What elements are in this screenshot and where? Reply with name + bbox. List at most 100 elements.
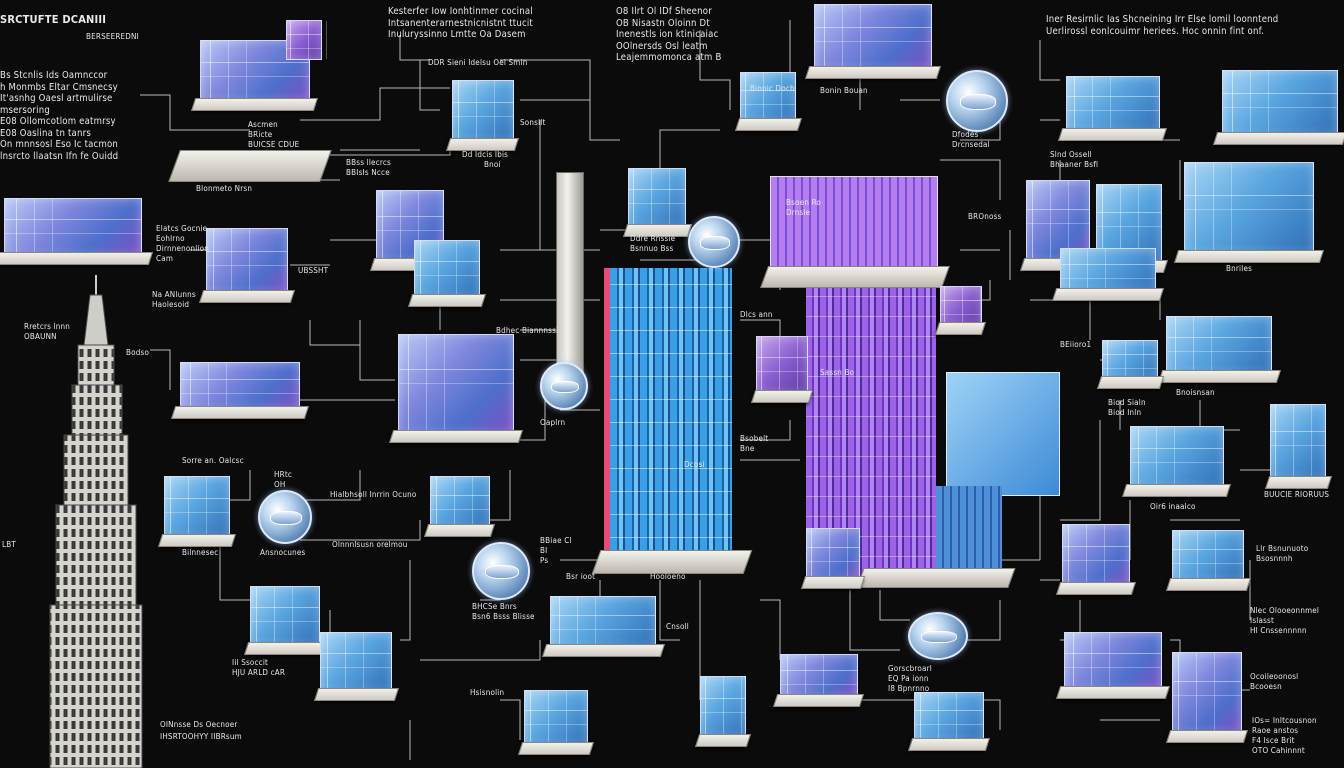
building-module — [1174, 162, 1324, 263]
label: Dfodes Drcnsedal — [952, 130, 990, 149]
label: Sorre an. Oalcsc — [182, 456, 244, 465]
label: Ascmen BRicte BUICSE CDUE — [248, 120, 300, 149]
building-module — [773, 654, 865, 707]
building-module — [935, 286, 987, 335]
label: Slnd Ossell Bhaaner Bsfl — [1050, 150, 1099, 169]
base-plate — [759, 266, 951, 288]
label: BHCSe Bnrs Bsn6 Bsss Blisse — [472, 602, 535, 621]
label: Dd Idcis Ibis — [462, 150, 509, 159]
label: Bodso — [126, 348, 150, 357]
label-top-head-2: O8 Ilrt Ol IDf Sheenor OB Nisastn Oloinn… — [616, 6, 722, 63]
skyscraper-tower — [49, 275, 143, 768]
building-module — [1264, 404, 1332, 489]
building-module — [286, 20, 322, 60]
label: Bsobelt Bne — [740, 434, 769, 453]
building-module — [446, 80, 520, 151]
label: Sonsllt — [520, 118, 546, 127]
glass-block-blue-large — [946, 372, 1060, 496]
label: Elatcs Gocnie Eohlrno Dirnnenonlion Cam — [156, 224, 210, 263]
label: IHSRTOOHYY IIBRsum — [160, 732, 242, 741]
label: Cnsoll — [666, 622, 689, 631]
label: Bnoisnsan — [1176, 388, 1215, 397]
building-module — [407, 240, 487, 307]
glass-tower-violet-top — [770, 176, 938, 278]
glass-block-blue-slim — [936, 486, 1002, 576]
label: BBss llecrcs BBIsIs Ncce — [346, 158, 391, 177]
building-module — [750, 336, 814, 403]
label: Bionic Docb — [750, 84, 795, 93]
building-module — [800, 528, 866, 589]
building-module — [388, 334, 524, 443]
building-module — [1052, 248, 1164, 301]
label: HRtc OH — [274, 470, 292, 489]
building-module — [157, 476, 237, 547]
label: Bnoi — [484, 160, 501, 169]
building-module — [1058, 76, 1168, 141]
label: Hsisnolin — [470, 688, 505, 697]
label: BUUCIE RIORUUS — [1264, 490, 1330, 499]
label: UBSSHT — [298, 266, 329, 275]
building-module — [622, 168, 692, 237]
label: OINnsse Ds Oecnoer — [160, 720, 238, 729]
building-module — [243, 586, 327, 655]
label: Bdhec Biannnssi — [496, 326, 559, 335]
label: Rretcrs lnnn OBAUNN — [24, 322, 71, 341]
label: Dcosi — [684, 460, 705, 469]
label: Hooloeno — [650, 572, 686, 581]
label: BEiioro1 — [1060, 340, 1092, 349]
building-module — [1055, 524, 1137, 595]
label: Gorscbroarl EQ Pa ionn I8 Bpnrnno — [888, 664, 932, 693]
label: Hialbhsoll Inrrin Ocuno — [330, 490, 417, 499]
label: Olnnnlsusn orelmou — [332, 540, 408, 549]
building-module — [1157, 316, 1281, 383]
label: DDR Sieni Idelsu Oel Smin — [428, 58, 528, 67]
building-module — [424, 476, 496, 537]
building-module — [1165, 652, 1249, 743]
label: Biod Sialn Biod Inln — [1108, 398, 1146, 417]
base-plate — [856, 568, 1016, 588]
detail-lens — [946, 70, 1008, 132]
detail-lens — [540, 362, 588, 410]
glass-tower-blue — [604, 268, 732, 560]
building-module — [1122, 426, 1232, 497]
label-left-block: Bs Stcnlis Ids Oamnccor h Monmbs Eltar C… — [0, 70, 119, 162]
label: Ocoileoonosl Bcooesn — [1250, 672, 1299, 691]
label: Ansnocunes — [260, 548, 306, 557]
base-plate — [168, 150, 332, 182]
label: Dlcs ann — [740, 310, 773, 319]
building-module — [1212, 70, 1344, 145]
label: Sassn Bo — [820, 368, 855, 377]
building-module — [170, 362, 310, 419]
spire-column — [556, 172, 584, 396]
label: IOs= Inltcousnon Raoe anstos F4 Isce Bri… — [1252, 716, 1317, 755]
building-module — [1096, 340, 1164, 389]
diagram-title: SRCTUFTE DCANIII — [0, 13, 107, 26]
label: Nlec Olooeonnmel Islasst HI Cnssennnnn — [1250, 606, 1320, 635]
label: Bonin Bouan — [820, 86, 868, 95]
building-module — [1056, 632, 1170, 699]
building-module — [198, 228, 296, 303]
label: BBiae Cl BI Ps — [540, 536, 572, 565]
building-module — [804, 4, 942, 79]
building-module — [191, 40, 319, 111]
label: Bilnnesec — [182, 548, 219, 557]
label: Oaplrn — [540, 418, 566, 427]
building-module — [907, 692, 991, 751]
diagram-subtitle: BERSEEREDNI — [86, 32, 139, 41]
label: Oir6 inaalco — [1150, 502, 1196, 511]
label: Na ANlunns Haolesoid — [152, 290, 196, 309]
building-module — [0, 198, 153, 265]
building-module — [313, 632, 399, 701]
label: Iil Ssoccit HJU ARLD cAR — [232, 658, 286, 677]
label-top-right-head: Iner Resirnlic Ias Shcneining Irr Else l… — [1046, 14, 1279, 37]
detail-lens — [472, 542, 530, 600]
building-module — [695, 676, 751, 747]
label: Blonmeto Nrsn — [196, 184, 253, 193]
label: Llr Bsnunuoto Bsosnnnh — [1256, 544, 1309, 563]
detail-lens — [688, 216, 740, 268]
label-top-head-1: Kesterfer Iow Ionhtinmer cocinal Intsane… — [388, 6, 533, 40]
label: Bsr ioot — [566, 572, 596, 581]
base-plate — [591, 550, 753, 574]
label: BROnoss — [968, 212, 1002, 221]
